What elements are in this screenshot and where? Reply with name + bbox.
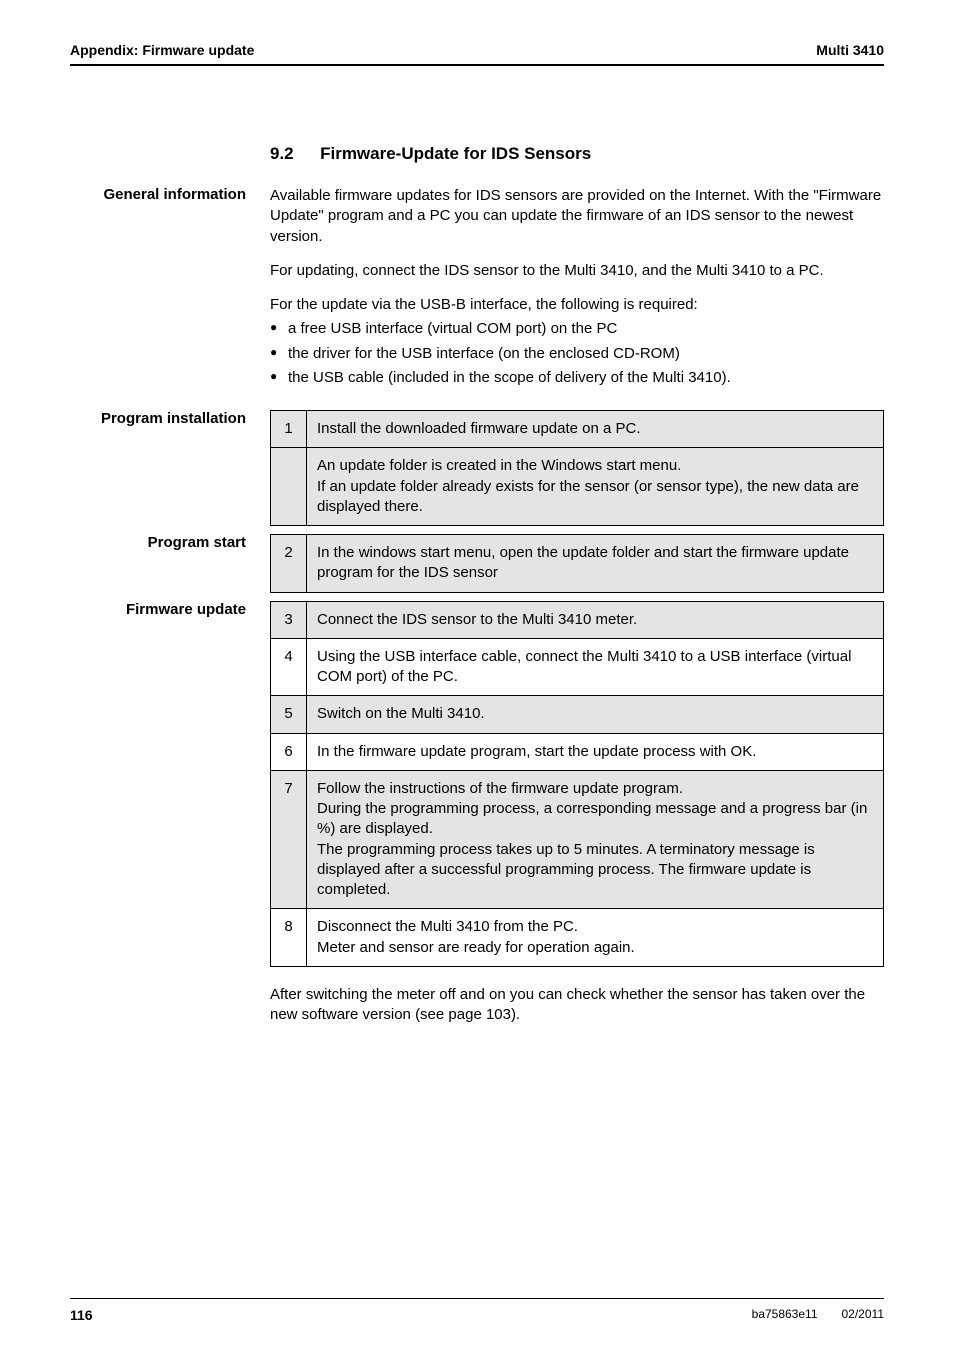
section-title: Firmware-Update for IDS Sensors [320,144,591,163]
footer-doc: ba75863e11 [752,1307,818,1323]
general-p2: For updating, connect the IDS sensor to … [270,261,884,281]
general-p1: Available firmware updates for IDS senso… [270,186,884,247]
header-rule [70,64,884,66]
list-item: the USB cable (included in the scope of … [270,368,884,388]
step-text: Follow the instructions of the firmware … [307,770,884,909]
list-item: a free USB interface (virtual COM port) … [270,319,884,339]
table-row: 5 Switch on the Multi 3410. [271,696,884,733]
install-table: 1 Install the downloaded firmware update… [270,410,884,526]
general-p3: For the update via the USB-B interface, … [270,295,884,315]
table-row: 1 Install the downloaded firmware update… [271,411,884,448]
step-number: 1 [271,411,307,448]
step-number: 3 [271,601,307,638]
install-note: An update folder is created in the Windo… [307,448,884,526]
label-general: General information [70,186,270,392]
table-row: 7 Follow the instructions of the firmwar… [271,770,884,909]
table-row: An update folder is created in the Windo… [271,448,884,526]
table-row: 4 Using the USB interface cable, connect… [271,638,884,696]
footer-rule [70,1298,884,1299]
step-text: Install the downloaded firmware update o… [307,411,884,448]
update-table: 3 Connect the IDS sensor to the Multi 34… [270,601,884,967]
footer-date: 02/2011 [842,1307,885,1323]
step-text: Disconnect the Multi 3410 from the PC. M… [307,909,884,967]
table-row: 3 Connect the IDS sensor to the Multi 34… [271,601,884,638]
label-update: Firmware update [70,601,270,1040]
step-number: 8 [271,909,307,967]
section-number: 9.2 [270,144,294,163]
general-bullets: a free USB interface (virtual COM port) … [270,319,884,388]
step-number: 6 [271,733,307,770]
table-row: 8 Disconnect the Multi 3410 from the PC.… [271,909,884,967]
step-number: 2 [271,535,307,593]
step-text: In the firmware update program, start th… [307,733,884,770]
table-row: 6 In the firmware update program, start … [271,733,884,770]
update-after: After switching the meter off and on you… [270,985,884,1026]
step-spacer [271,448,307,526]
header-right: Multi 3410 [816,42,884,58]
footer: 116 ba75863e11 02/2011 [70,1298,884,1323]
table-row: 2 In the windows start menu, open the up… [271,535,884,593]
step-number: 7 [271,770,307,909]
page-number: 116 [70,1307,93,1323]
step-text: In the windows start menu, open the upda… [307,535,884,593]
step-text: Connect the IDS sensor to the Multi 3410… [307,601,884,638]
step-number: 5 [271,696,307,733]
step-text: Switch on the Multi 3410. [307,696,884,733]
label-install: Program installation [70,410,270,526]
label-start: Program start [70,534,270,593]
step-number: 4 [271,638,307,696]
start-table: 2 In the windows start menu, open the up… [270,534,884,593]
list-item: the driver for the USB interface (on the… [270,344,884,364]
step-text: Using the USB interface cable, connect t… [307,638,884,696]
header-left: Appendix: Firmware update [70,42,254,58]
